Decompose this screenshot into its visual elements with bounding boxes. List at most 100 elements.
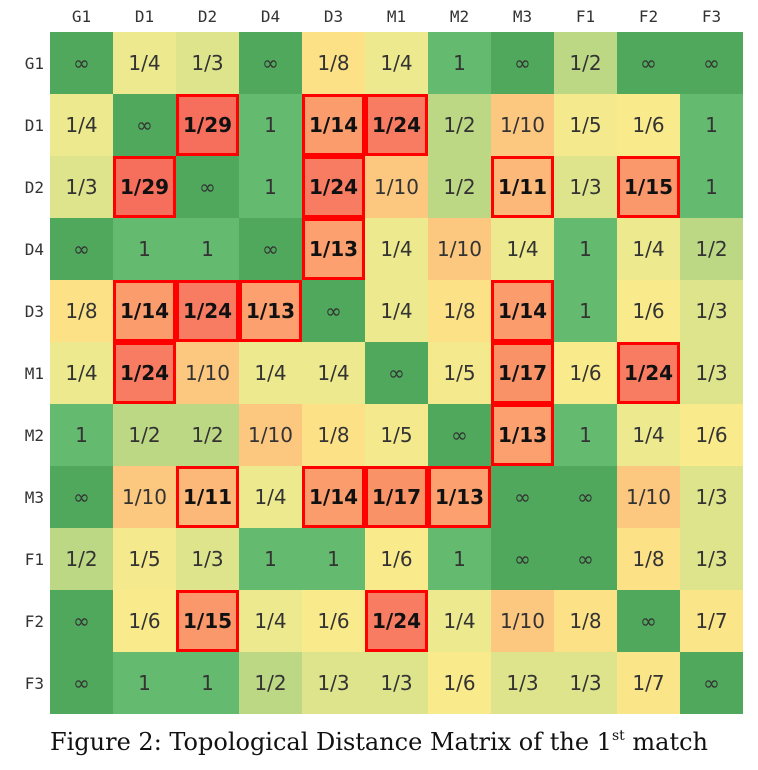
cell-value: 1/3 xyxy=(569,671,601,695)
cell-value: 1 xyxy=(705,113,718,137)
heatmap-cell xyxy=(239,218,302,280)
cell-value: ∞ xyxy=(388,361,405,385)
cell-value: 1/10 xyxy=(626,485,671,509)
heatmap-cell xyxy=(491,156,554,218)
cell-value: 1/3 xyxy=(695,361,727,385)
heatmap-cell xyxy=(239,652,302,714)
highlight-border xyxy=(428,466,491,528)
cell-value: 1/24 xyxy=(309,175,358,199)
heatmap-cell xyxy=(302,32,365,94)
caption-prefix: Figure 2: Topological Distance Matrix of… xyxy=(49,728,612,756)
heatmap-cell xyxy=(50,218,113,280)
heatmap-cell xyxy=(617,156,680,218)
cell-value: 1 xyxy=(579,423,592,447)
highlight-border xyxy=(365,590,428,652)
heatmap-cell xyxy=(113,342,176,404)
heatmap-cell xyxy=(113,528,176,590)
heatmap-cell xyxy=(680,652,743,714)
heatmap-cell xyxy=(617,404,680,466)
cell-value: 1/2 xyxy=(254,671,286,695)
heatmap: G1 D1 D2 D4 D3 M1 M2 M3 F1 F2 F3 G1 D1 D2 D4 D3 M1 M2 M3 F… xyxy=(25,7,743,714)
heatmap-cell xyxy=(113,466,176,528)
cell-value: 1/24 xyxy=(183,299,232,323)
heatmap-cell xyxy=(428,590,491,652)
highlight-border xyxy=(302,218,365,280)
cell-value: ∞ xyxy=(73,609,90,633)
cell-value: 1/2 xyxy=(191,423,223,447)
column-label-d1: D1 xyxy=(135,7,154,26)
column-label-m1: M1 xyxy=(387,7,406,26)
cell-value: ∞ xyxy=(577,485,594,509)
highlight-border xyxy=(176,94,239,156)
row-label-f1: F1 xyxy=(25,550,44,569)
highlight-border xyxy=(365,466,428,528)
heatmap-cell xyxy=(176,590,239,652)
cell-value: ∞ xyxy=(73,485,90,509)
cell-value: 1/4 xyxy=(128,51,160,75)
cell-value: 1/24 xyxy=(372,609,421,633)
cell-value: 1 xyxy=(264,175,277,199)
heatmap-cell xyxy=(491,590,554,652)
cell-value: 1 xyxy=(453,547,466,571)
heatmap-cell xyxy=(113,652,176,714)
heatmap-cell xyxy=(617,652,680,714)
heatmap-cell xyxy=(239,528,302,590)
cell-value: 1/15 xyxy=(624,175,673,199)
cell-value: 1/4 xyxy=(254,609,286,633)
heatmap-cell xyxy=(302,94,365,156)
cell-value: 1/10 xyxy=(374,175,419,199)
highlight-border xyxy=(617,156,680,218)
row-label-d4: D4 xyxy=(25,240,44,259)
cell-value: ∞ xyxy=(703,51,720,75)
cell-value: ∞ xyxy=(262,51,279,75)
heatmap-cell xyxy=(428,32,491,94)
cell-value: 1 xyxy=(453,51,466,75)
cell-value: 1/13 xyxy=(498,423,547,447)
heatmap-cell xyxy=(554,404,617,466)
cell-value: 1/15 xyxy=(183,609,232,633)
heatmap-cell xyxy=(680,528,743,590)
cell-value: 1 xyxy=(264,547,277,571)
heatmap-cell xyxy=(365,590,428,652)
heatmap-cell xyxy=(428,156,491,218)
heatmap-cell xyxy=(239,404,302,466)
heatmap-cell xyxy=(176,156,239,218)
heatmap-cell xyxy=(491,404,554,466)
cell-value: 1/5 xyxy=(380,423,412,447)
column-label-g1: G1 xyxy=(72,7,91,26)
cell-value: 1/8 xyxy=(317,51,349,75)
cell-value: 1 xyxy=(201,671,214,695)
cell-value: 1 xyxy=(579,237,592,261)
heatmap-cell xyxy=(491,342,554,404)
cell-value: 1/5 xyxy=(443,361,475,385)
cell-value: 1/10 xyxy=(500,113,545,137)
cell-value: 1/6 xyxy=(632,113,664,137)
row-label-d2: D2 xyxy=(25,178,44,197)
heatmap-cell xyxy=(176,342,239,404)
heatmap-cell xyxy=(113,280,176,342)
row-label-d3: D3 xyxy=(25,302,44,321)
cell-value: 1/4 xyxy=(632,423,664,447)
cell-value: ∞ xyxy=(451,423,468,447)
heatmap-cell xyxy=(680,32,743,94)
heatmap-cell xyxy=(554,280,617,342)
highlight-border xyxy=(176,280,239,342)
heatmap-cell xyxy=(50,404,113,466)
heatmap-cell xyxy=(50,94,113,156)
highlight-border xyxy=(491,280,554,342)
cell-value: 1/3 xyxy=(695,485,727,509)
heatmap-cell xyxy=(176,528,239,590)
heatmap-cell xyxy=(50,342,113,404)
heatmap-cell xyxy=(365,652,428,714)
heatmap-cell xyxy=(680,466,743,528)
heatmap-cell xyxy=(365,528,428,590)
heatmap-cell xyxy=(617,280,680,342)
cell-value: 1/4 xyxy=(380,51,412,75)
cell-value: 1 xyxy=(579,299,592,323)
cell-value: 1/6 xyxy=(632,299,664,323)
cell-value: 1/4 xyxy=(254,485,286,509)
heatmap-cell xyxy=(239,156,302,218)
highlight-border xyxy=(491,156,554,218)
heatmap-cell xyxy=(428,218,491,280)
highlight-border xyxy=(491,342,554,404)
